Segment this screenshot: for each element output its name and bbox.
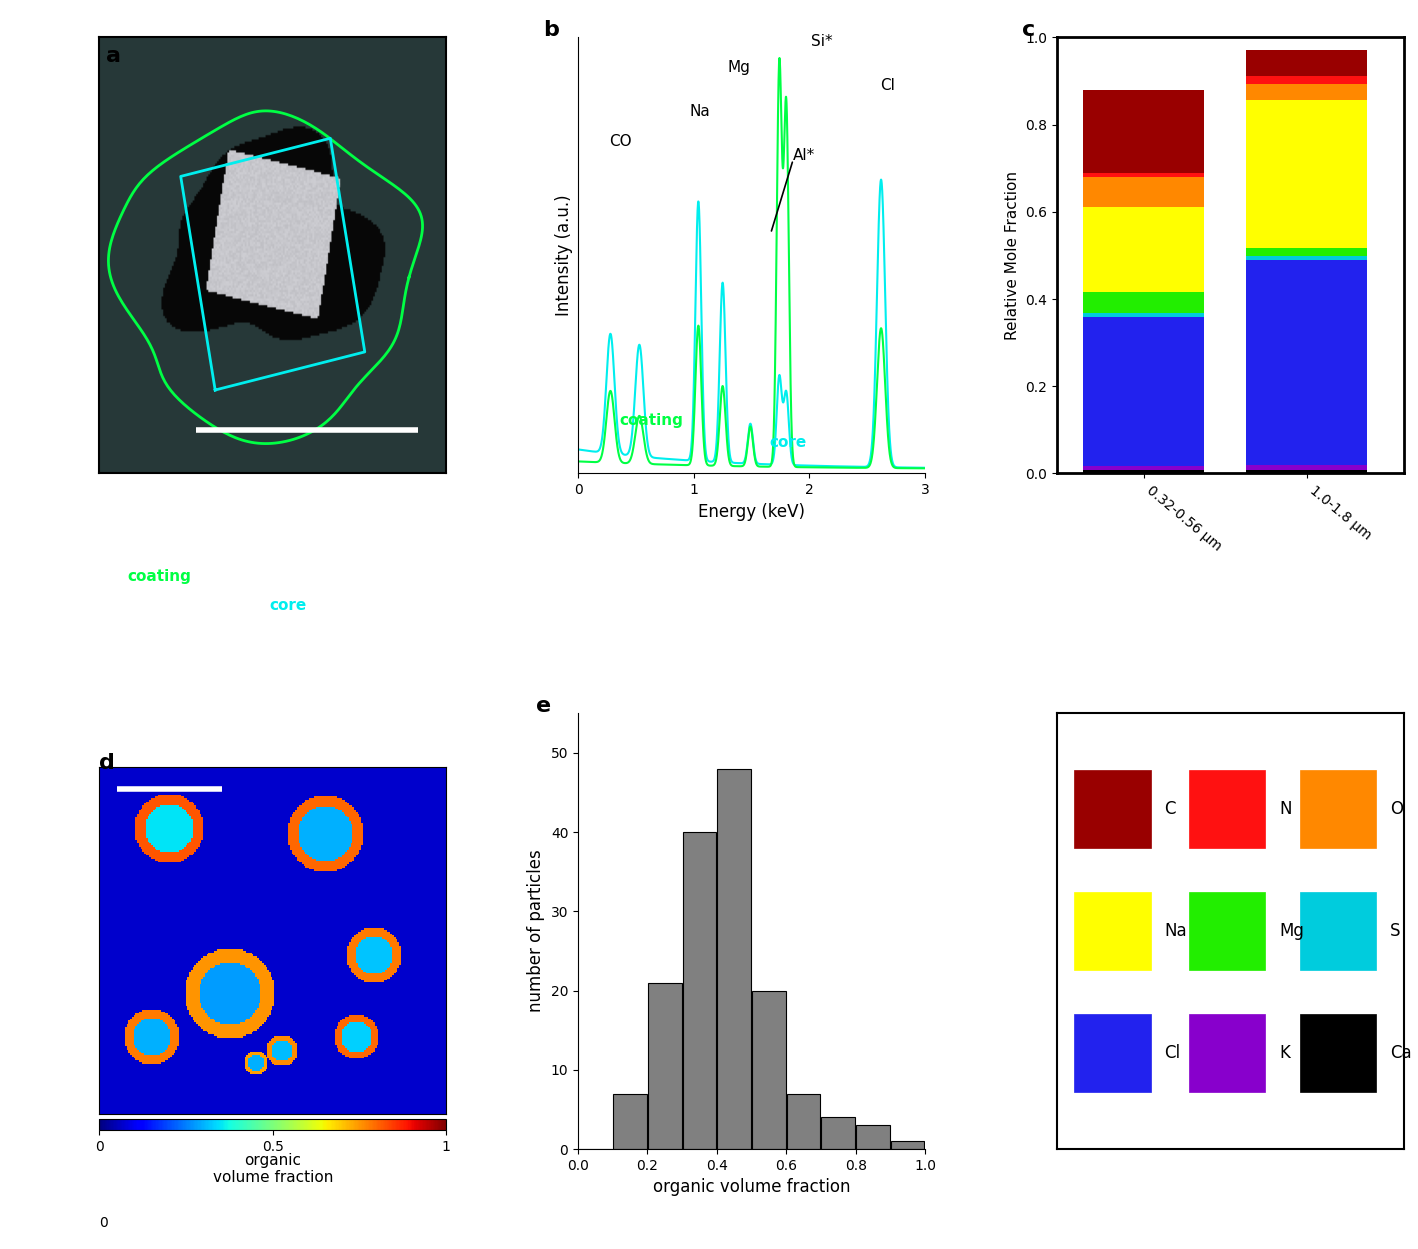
Bar xyxy=(821,1118,855,1149)
Text: Cl: Cl xyxy=(881,77,895,92)
FancyBboxPatch shape xyxy=(1188,892,1265,970)
Bar xyxy=(648,983,682,1149)
Bar xyxy=(1246,470,1367,473)
Text: Na: Na xyxy=(689,104,710,119)
Text: coating: coating xyxy=(128,568,191,583)
Bar xyxy=(1246,76,1367,84)
Text: Si*: Si* xyxy=(811,34,832,49)
Bar xyxy=(718,768,752,1149)
Bar xyxy=(1246,465,1367,470)
FancyBboxPatch shape xyxy=(1075,769,1150,848)
Bar xyxy=(1246,84,1367,100)
Text: O: O xyxy=(1390,801,1402,818)
X-axis label: organic volume fraction: organic volume fraction xyxy=(652,1178,851,1197)
Text: core: core xyxy=(269,597,306,612)
Bar xyxy=(1246,260,1367,465)
Bar xyxy=(1083,317,1204,466)
Text: Na: Na xyxy=(1164,922,1187,940)
Text: Al*: Al* xyxy=(793,147,815,162)
Text: 0: 0 xyxy=(99,1215,108,1229)
X-axis label: Energy (keV): Energy (keV) xyxy=(698,502,805,521)
Bar xyxy=(1246,256,1367,260)
Bar xyxy=(682,832,716,1149)
FancyBboxPatch shape xyxy=(1300,892,1375,970)
Y-axis label: Relative Mole Fraction: Relative Mole Fraction xyxy=(1004,171,1020,340)
Text: a: a xyxy=(106,46,121,66)
Y-axis label: number of particles: number of particles xyxy=(527,849,545,1013)
Bar xyxy=(1083,292,1204,313)
Bar xyxy=(1083,466,1204,470)
FancyBboxPatch shape xyxy=(1188,769,1265,848)
Y-axis label: Intensity (a.u.): Intensity (a.u.) xyxy=(554,195,573,316)
Text: C: C xyxy=(1164,801,1176,818)
Text: Mg: Mg xyxy=(727,60,750,75)
Bar xyxy=(1246,100,1367,249)
Text: coating: coating xyxy=(620,413,683,428)
Bar xyxy=(1083,313,1204,317)
FancyBboxPatch shape xyxy=(1300,1014,1375,1093)
FancyBboxPatch shape xyxy=(1188,1014,1265,1093)
Bar xyxy=(1083,172,1204,176)
Text: Ca: Ca xyxy=(1390,1044,1411,1062)
Bar xyxy=(1083,90,1204,172)
Text: Cl: Cl xyxy=(1164,1044,1181,1062)
Text: b: b xyxy=(543,20,559,40)
FancyBboxPatch shape xyxy=(1075,892,1150,970)
Text: N: N xyxy=(1279,801,1292,818)
Bar xyxy=(787,1094,821,1149)
Bar xyxy=(613,1094,647,1149)
Text: K: K xyxy=(1279,1044,1290,1062)
Bar xyxy=(1083,176,1204,207)
FancyBboxPatch shape xyxy=(1075,1014,1150,1093)
FancyBboxPatch shape xyxy=(1300,769,1375,848)
Bar xyxy=(1083,470,1204,473)
Text: S: S xyxy=(1390,922,1401,940)
Text: Mg: Mg xyxy=(1279,922,1303,940)
Bar xyxy=(856,1125,891,1149)
Bar xyxy=(1083,207,1204,292)
Text: CO: CO xyxy=(610,135,632,150)
Text: core: core xyxy=(769,435,807,450)
Bar xyxy=(752,990,786,1149)
Text: d: d xyxy=(99,753,115,773)
X-axis label: organic
volume fraction: organic volume fraction xyxy=(213,1153,333,1185)
Bar xyxy=(1246,249,1367,256)
Bar xyxy=(1246,50,1367,76)
Text: e: e xyxy=(536,696,552,716)
Bar xyxy=(891,1142,925,1149)
Text: c: c xyxy=(1022,20,1035,40)
